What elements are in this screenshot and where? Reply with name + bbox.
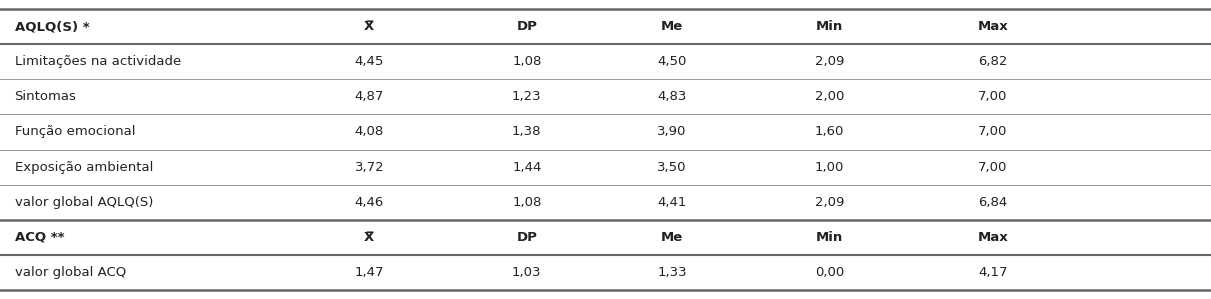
Text: 3,72: 3,72 [355,161,384,173]
Text: 7,00: 7,00 [978,161,1008,173]
Text: 1,33: 1,33 [658,266,687,279]
Text: 2,09: 2,09 [815,196,844,209]
Text: DP: DP [516,20,538,33]
Text: X̅: X̅ [365,231,374,244]
Text: 6,84: 6,84 [978,196,1008,209]
Text: DP: DP [516,231,538,244]
Text: Max: Max [977,231,1009,244]
Text: Min: Min [816,20,843,33]
Text: Min: Min [816,231,843,244]
Text: 1,44: 1,44 [512,161,541,173]
Text: 4,08: 4,08 [355,126,384,138]
Text: 4,17: 4,17 [978,266,1008,279]
Text: 1,60: 1,60 [815,126,844,138]
Text: 1,47: 1,47 [355,266,384,279]
Text: 1,08: 1,08 [512,55,541,68]
Text: 4,46: 4,46 [355,196,384,209]
Text: valor global ACQ: valor global ACQ [15,266,126,279]
Text: X̅: X̅ [365,20,374,33]
Text: Limitações na actividade: Limitações na actividade [15,55,180,68]
Text: 4,41: 4,41 [658,196,687,209]
Text: 3,50: 3,50 [658,161,687,173]
Text: 4,50: 4,50 [658,55,687,68]
Text: 4,87: 4,87 [355,90,384,103]
Text: 7,00: 7,00 [978,90,1008,103]
Text: 6,82: 6,82 [978,55,1008,68]
Text: Me: Me [661,231,683,244]
Text: Exposição ambiental: Exposição ambiental [15,161,153,173]
Text: AQLQ(S) *: AQLQ(S) * [15,20,90,33]
Text: 7,00: 7,00 [978,126,1008,138]
Text: Função emocional: Função emocional [15,126,136,138]
Text: 4,83: 4,83 [658,90,687,103]
Text: 0,00: 0,00 [815,266,844,279]
Text: 3,90: 3,90 [658,126,687,138]
Text: 1,08: 1,08 [512,196,541,209]
Text: 1,23: 1,23 [512,90,541,103]
Text: valor global AQLQ(S): valor global AQLQ(S) [15,196,153,209]
Text: 1,38: 1,38 [512,126,541,138]
Text: Max: Max [977,20,1009,33]
Text: ACQ **: ACQ ** [15,231,64,244]
Text: 1,03: 1,03 [512,266,541,279]
Text: 1,00: 1,00 [815,161,844,173]
Text: 2,00: 2,00 [815,90,844,103]
Text: 2,09: 2,09 [815,55,844,68]
Text: Me: Me [661,20,683,33]
Text: Sintomas: Sintomas [15,90,76,103]
Text: 4,45: 4,45 [355,55,384,68]
